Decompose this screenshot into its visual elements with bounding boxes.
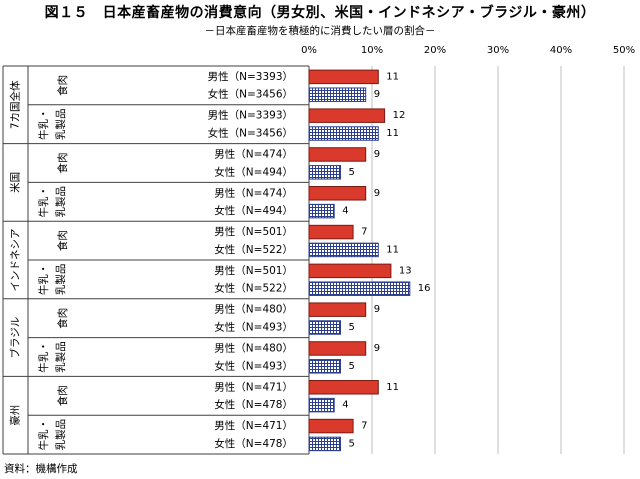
row-label: 女性（N=3456）	[208, 88, 293, 101]
data-label: 5	[349, 322, 355, 333]
chart-title: 図１５ 日本産畜産物の消費意向（男女別、米国・インドネシア・ブラジル・豪州）	[44, 5, 596, 21]
product-label: 乳製品	[54, 186, 67, 218]
data-label: 9	[374, 89, 380, 100]
product-label: 食肉	[56, 230, 69, 251]
bar-male	[308, 418, 354, 434]
row-label: 女性（N=522）	[214, 243, 293, 256]
bar-male	[308, 108, 386, 123]
x-tick-label: 10%	[361, 45, 383, 56]
data-label: 11	[386, 71, 399, 82]
x-tick-layer: 0% 10% 20% 30% 40% 50%	[301, 45, 635, 56]
chart-subtitle: －日本産畜産物を積極的に消費したい層の割合－	[204, 25, 436, 37]
bar-female	[308, 359, 341, 374]
product-label: 食肉	[56, 153, 69, 174]
data-label: 5	[349, 361, 355, 372]
x-tick-label: 50%	[613, 45, 635, 56]
bar-female	[308, 436, 341, 452]
bar-female	[308, 281, 411, 296]
row-label: 男性（N=471）	[214, 419, 293, 432]
x-tick-label: 20%	[424, 45, 446, 56]
row-label: 男性（N=480）	[214, 341, 293, 354]
row-label: 女性（N=478）	[214, 437, 293, 450]
label-layer: 7カ国全体 食肉 男性（N=3393）女性（N=3456）牛乳・ 乳製品 男性（N=33…	[9, 70, 294, 450]
data-label: 16	[418, 283, 431, 294]
bar-female	[308, 87, 367, 102]
bar-male	[308, 69, 379, 85]
product-label: 乳製品	[54, 419, 67, 451]
row-label: 男性（N=474）	[214, 186, 293, 199]
product-label: 乳製品	[54, 341, 67, 373]
row-label: 男性（N=3393）	[208, 70, 293, 83]
bar-female	[308, 397, 335, 413]
row-label: 男性（N=480）	[214, 303, 293, 316]
bar-male	[308, 380, 379, 395]
data-label: 5	[349, 438, 355, 449]
category-frame	[2, 65, 309, 455]
product-label: 食肉	[56, 308, 69, 329]
country-label: 7カ国全体	[9, 80, 22, 129]
row-label: 男性（N=501）	[214, 264, 293, 277]
row-label: 女性（N=478）	[214, 398, 293, 411]
data-label: 12	[393, 110, 406, 121]
x-tick-label: 0%	[301, 45, 317, 56]
data-label: 13	[399, 265, 412, 276]
product-label: 食肉	[56, 75, 69, 96]
row-label: 女性（N=493）	[214, 359, 293, 372]
source-note: 資料：機構作成	[4, 463, 78, 475]
country-label: インドネシア	[10, 229, 22, 292]
product-label: 牛乳・	[37, 264, 50, 296]
row-label: 女性（N=494）	[214, 204, 293, 217]
data-label: 11	[386, 244, 399, 255]
data-label: 4	[342, 400, 348, 411]
bar-male	[308, 186, 367, 201]
grid-layer	[308, 66, 625, 454]
row-label: 女性（N=3456）	[208, 127, 293, 140]
bar-female	[308, 203, 335, 219]
bar-male	[308, 224, 354, 240]
data-label: 9	[374, 304, 380, 315]
bar-male	[308, 263, 392, 279]
row-label: 女性（N=493）	[214, 321, 293, 334]
product-label: 乳製品	[54, 264, 67, 296]
product-label: 牛乳・	[37, 186, 50, 218]
data-label: 9	[374, 188, 380, 199]
data-label: 5	[349, 167, 355, 178]
bar-female	[308, 126, 379, 141]
x-tick-label: 30%	[487, 45, 509, 56]
bar-female	[308, 165, 341, 180]
x-tick-label: 40%	[550, 45, 572, 56]
product-label: 食肉	[56, 385, 69, 406]
row-label: 男性（N=3393）	[208, 109, 293, 122]
data-label: 4	[342, 206, 348, 217]
row-label: 女性（N=522）	[214, 282, 293, 295]
product-label: 牛乳・	[37, 341, 50, 373]
bar-male	[308, 147, 367, 162]
data-label: 11	[386, 382, 399, 393]
data-label: 7	[361, 227, 367, 238]
product-label: 牛乳・	[37, 108, 50, 140]
row-label: 男性（N=501）	[214, 225, 293, 238]
data-label: 9	[374, 343, 380, 354]
data-label: 11	[386, 128, 399, 139]
row-label: 男性（N=471）	[214, 380, 293, 393]
bar-male	[308, 341, 367, 356]
bar-female	[308, 242, 379, 258]
bar-female	[308, 320, 341, 335]
bar-male	[308, 302, 367, 317]
country-label: ブラジル	[9, 317, 22, 359]
data-label: 7	[361, 421, 367, 432]
product-label: 乳製品	[54, 108, 67, 140]
country-label: 米国	[9, 172, 22, 193]
product-label: 牛乳・	[37, 419, 50, 451]
row-label: 女性（N=494）	[214, 165, 293, 178]
row-label: 男性（N=474）	[214, 147, 293, 160]
country-label: 豪州	[9, 405, 22, 426]
data-label: 9	[374, 149, 380, 160]
